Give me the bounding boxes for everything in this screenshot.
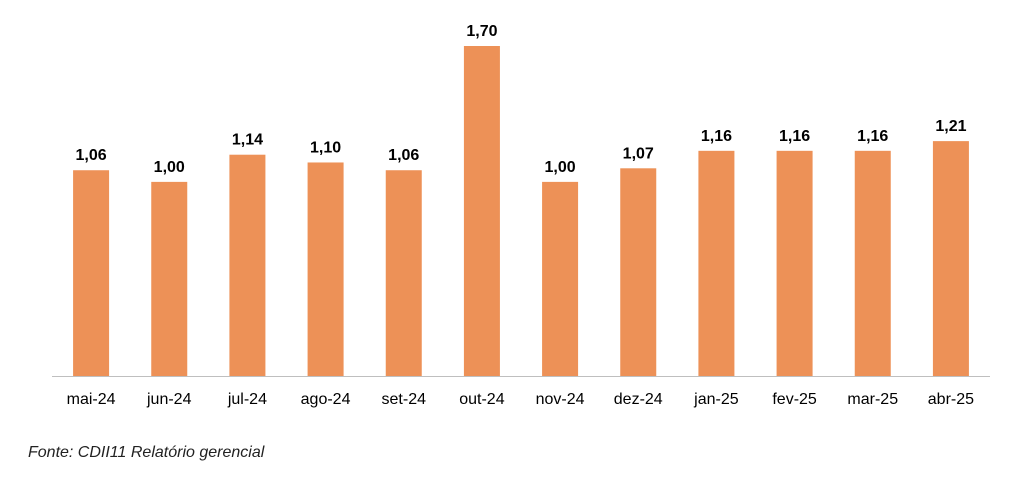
x-tick-set-24: set-24 <box>382 391 427 408</box>
bar-chart: 1,06 1,00 1,14 1,10 1,06 1,70 1,00 1,07 1,16 1,16… <box>52 23 990 408</box>
bar-dez-24 <box>620 168 657 376</box>
x-tick-labels-group: mai-24 jun-24 jul-24 ago-24 set-24 out-24 nov-… <box>67 391 975 408</box>
x-tick-mai-24: mai-24 <box>67 391 116 408</box>
bars-group <box>73 46 969 376</box>
value-label-nov-24: 1,00 <box>545 159 576 176</box>
value-label-jul-24: 1,14 <box>232 132 263 149</box>
value-label-out-24: 1,70 <box>466 23 497 40</box>
bar-out-24 <box>463 46 500 376</box>
x-tick-jul-24: jul-24 <box>227 391 267 408</box>
value-label-fev-25: 1,16 <box>779 128 810 145</box>
x-tick-jan-25: jan-25 <box>693 391 739 408</box>
bar-mar-25 <box>854 150 891 376</box>
value-label-jun-24: 1,00 <box>154 159 185 176</box>
source-note: Fonte: CDII11 Relatório gerencial <box>28 444 265 461</box>
x-tick-abr-25: abr-25 <box>928 391 974 408</box>
x-tick-dez-24: dez-24 <box>614 391 663 408</box>
bar-fev-25 <box>776 150 813 376</box>
value-label-dez-24: 1,07 <box>623 145 654 162</box>
bar-mai-24 <box>73 170 110 376</box>
bar-set-24 <box>385 170 422 376</box>
x-tick-out-24: out-24 <box>459 391 504 408</box>
value-label-mai-24: 1,06 <box>76 147 107 164</box>
bar-ago-24 <box>307 162 344 376</box>
x-tick-fev-25: fev-25 <box>772 391 817 408</box>
value-label-abr-25: 1,21 <box>935 118 966 135</box>
value-label-ago-24: 1,10 <box>310 139 341 156</box>
value-labels-group: 1,06 1,00 1,14 1,10 1,06 1,70 1,00 1,07 1,16 1,16… <box>76 23 967 176</box>
value-label-jan-25: 1,16 <box>701 128 732 145</box>
x-tick-nov-24: nov-24 <box>536 391 585 408</box>
bar-nov-24 <box>542 181 579 376</box>
x-tick-jun-24: jun-24 <box>146 391 192 408</box>
bar-jul-24 <box>229 154 266 376</box>
bar-jan-25 <box>698 150 735 376</box>
bar-jun-24 <box>151 181 188 376</box>
bar-abr-25 <box>932 141 969 376</box>
value-label-mar-25: 1,16 <box>857 128 888 145</box>
value-label-set-24: 1,06 <box>388 147 419 164</box>
x-tick-mar-25: mar-25 <box>847 391 898 408</box>
x-tick-ago-24: ago-24 <box>301 391 351 408</box>
